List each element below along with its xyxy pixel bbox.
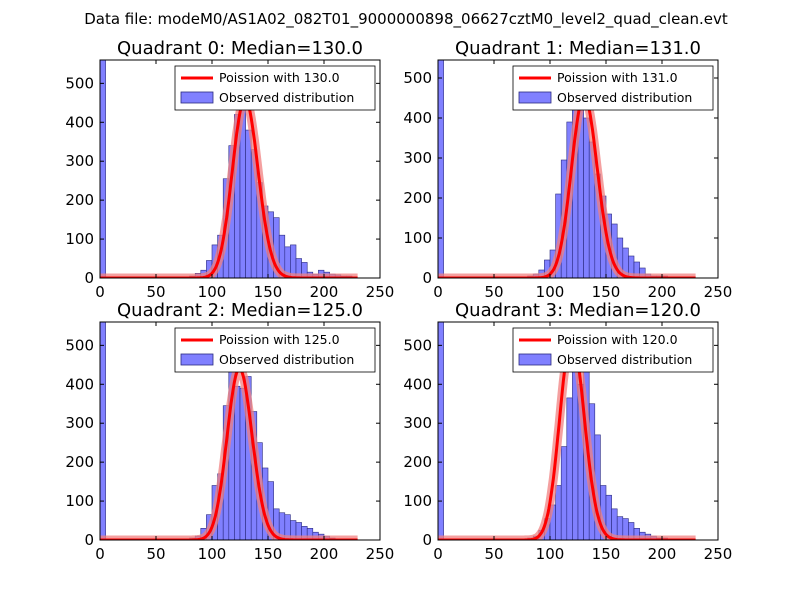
y-tick-label: 200 [403, 189, 432, 207]
poisson-curve [100, 97, 358, 278]
legend: Poission with 120.0 Observed distribution [512, 327, 714, 373]
x-tick-label: 100 [198, 545, 227, 563]
x-tick-label: 100 [536, 283, 565, 301]
x-tick-label: 200 [310, 545, 339, 563]
y-tick-label: 500 [65, 336, 94, 354]
legend-swatch-observed [518, 353, 552, 366]
histogram-bar [555, 485, 562, 540]
histogram-bar [100, 322, 106, 540]
y-tick-label: 100 [403, 492, 432, 510]
histogram-bar [560, 446, 568, 540]
histogram-bar [639, 267, 646, 278]
y-tick-label: 400 [403, 109, 432, 127]
y-tick-label: 300 [403, 414, 432, 432]
quadrant-title: Quadrant 3: Median=120.0 [455, 300, 701, 321]
poisson-curve [100, 367, 358, 540]
legend-label-poisson: Poission with 131.0 [557, 70, 678, 85]
quadrant-title: Quadrant 2: Median=125.0 [117, 300, 363, 321]
legend-label-poisson: Poission with 120.0 [557, 332, 678, 347]
axes-frame [99, 59, 381, 279]
y-tick-label: 300 [403, 149, 432, 167]
x-tick-label: 250 [366, 283, 395, 301]
x-tick-label: 150 [592, 283, 621, 301]
legend-label-poisson: Poission with 130.0 [219, 70, 340, 85]
histogram-bar [245, 129, 252, 278]
y-tick-label: 200 [65, 191, 94, 209]
x-tick-label: 0 [95, 545, 105, 563]
legend-label-observed: Observed distribution [219, 352, 354, 367]
y-tick-label: 100 [65, 492, 94, 510]
legend-swatch-observed [180, 353, 214, 366]
x-tick-label: 200 [310, 283, 339, 301]
x-tick-label: 50 [146, 283, 165, 301]
x-tick-label: 100 [536, 545, 565, 563]
x-tick-label: 0 [433, 545, 443, 563]
y-tick-label: 500 [403, 69, 432, 87]
x-tick-label: 0 [95, 283, 105, 301]
legend-swatch-observed [518, 91, 552, 104]
x-tick-label: 200 [648, 545, 677, 563]
x-tick-label: 250 [704, 283, 733, 301]
y-tick-label: 300 [65, 414, 94, 432]
histogram-bar [100, 60, 106, 278]
axes-frame [99, 321, 381, 541]
legend-swatch-observed [180, 91, 214, 104]
histogram-bar [234, 385, 241, 540]
y-tick-label: 300 [65, 152, 94, 170]
histogram-bar [583, 117, 590, 278]
y-tick-label: 200 [403, 453, 432, 471]
legend-label-observed: Observed distribution [557, 352, 692, 367]
axes-frame [437, 321, 719, 541]
legend: Poission with 125.0 Observed distribution [174, 327, 376, 373]
y-tick-label: 100 [65, 230, 94, 248]
x-tick-label: 150 [254, 545, 283, 563]
quadrant-0-chart: 0 50 100 150 200 250 0 100 200 300 400 500 Quadrant … [65, 38, 394, 301]
legend-label-observed: Observed distribution [219, 90, 354, 105]
quadrant-panels: 0 50 100 150 200 2500100200300400500Quadrant … [65, 38, 732, 563]
quadrant-title: Quadrant 0: Median=130.0 [117, 38, 363, 59]
poisson-curve [438, 94, 696, 278]
quadrant-0-plot-area [100, 60, 361, 278]
legend: Poission with 131.0 Observed distribution [512, 65, 714, 111]
quadrant-1-chart: 0 50 100 150 200 250 0 100 200 300 400 500 Quadrant … [403, 38, 732, 301]
histogram-bar [438, 322, 444, 540]
figure-title: Data file: modeM0/AS1A02_082T01_90000008… [84, 10, 728, 29]
x-tick-label: 250 [704, 545, 733, 563]
x-tick-label: 50 [146, 545, 165, 563]
x-tick-label: 250 [366, 545, 395, 563]
quadrant-3-chart: 0 50 100 150 200 250 0 100 200 300 400 500 Quadrant … [403, 300, 732, 563]
y-tick-label: 400 [65, 375, 94, 393]
y-tick-label: 0 [422, 531, 432, 549]
quadrant-2-plot-area [100, 322, 361, 540]
y-tick-label: 100 [403, 229, 432, 247]
quadrant-title: Quadrant 1: Median=131.0 [455, 38, 701, 59]
y-tick-label: 0 [422, 269, 432, 287]
y-tick-label: 200 [65, 453, 94, 471]
quadrant-2-chart: 0 50 100 150 200 250 0 100 200 300 400 500 Quadrant … [65, 300, 394, 563]
legend-label-poisson: Poission with 125.0 [219, 332, 340, 347]
y-tick-label: 500 [403, 336, 432, 354]
y-tick-label: 400 [403, 375, 432, 393]
x-tick-label: 150 [592, 545, 621, 563]
x-tick-label: 150 [254, 283, 283, 301]
x-tick-label: 50 [484, 545, 503, 563]
x-tick-label: 0 [433, 283, 443, 301]
y-tick-label: 0 [84, 531, 94, 549]
axes-frame [437, 59, 719, 279]
histogram-bar [566, 397, 573, 540]
legend: Poission with 130.0 Observed distribution [174, 65, 376, 111]
y-tick-label: 500 [65, 74, 94, 92]
y-tick-label: 0 [84, 269, 94, 287]
x-tick-label: 50 [484, 283, 503, 301]
legend-label-observed: Observed distribution [557, 90, 692, 105]
x-tick-label: 100 [198, 283, 227, 301]
x-tick-label: 200 [648, 283, 677, 301]
y-tick-label: 400 [65, 113, 94, 131]
histogram-bar [438, 60, 444, 278]
